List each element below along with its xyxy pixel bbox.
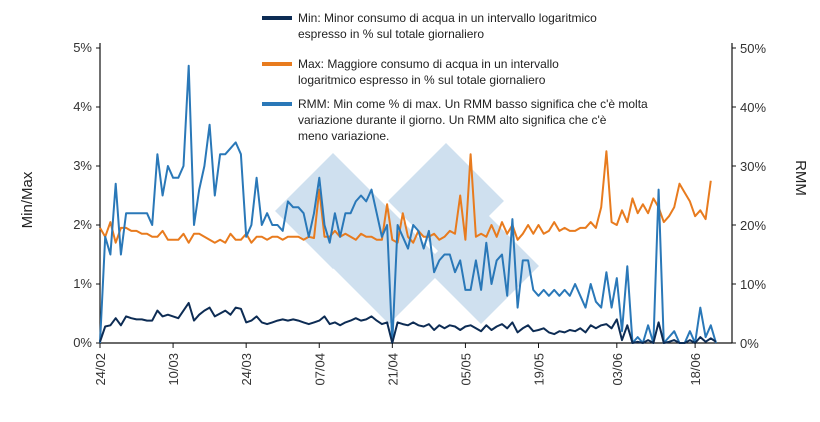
x-tick-label: 05/05	[458, 353, 473, 386]
y-right-tick-label: 50%	[740, 41, 766, 56]
x-tick-label: 19/05	[532, 353, 547, 386]
series-line-min	[99, 301, 717, 344]
series-layer	[99, 64, 717, 344]
y-right-tick-label: 20%	[740, 218, 766, 233]
y-left-tick-label: 2%	[73, 217, 92, 232]
y-left-tick-label: 3%	[73, 158, 92, 173]
y-right-tick-label: 10%	[740, 277, 766, 292]
axes	[99, 43, 733, 344]
x-tick-label: 24/02	[93, 353, 108, 386]
y-left-tick-label: 4%	[73, 99, 92, 114]
y-left-tick-label: 1%	[73, 276, 92, 291]
y-left-tick-label: 0%	[73, 335, 92, 350]
x-tick-label: 10/03	[166, 353, 181, 386]
y-right-tick-label: 0%	[740, 336, 759, 351]
x-tick-label: 03/06	[610, 353, 625, 386]
legend-label-min: Min: Minor consumo di acqua in un interv…	[298, 11, 597, 41]
y-right-tick-label: 40%	[740, 100, 766, 115]
series-line-rmm	[99, 64, 717, 344]
y-right-tick-label: 30%	[740, 159, 766, 174]
legend-label-rmm: RMM: Min come % di max. Un RMM basso sig…	[298, 97, 648, 143]
left-axis-ticks: 0% 1% 2% 3% 4% 5%	[73, 40, 100, 350]
x-tick-label: 07/04	[312, 353, 327, 386]
x-tick-label: 21/04	[385, 353, 400, 386]
y-left-tick-label: 5%	[73, 40, 92, 55]
x-axis-ticks: 24/02 10/03 24/03 07/04 21/04 05/05 19/05 03/06…	[93, 343, 703, 386]
x-tick-label: 24/03	[239, 353, 254, 386]
legend-label-max: Max: Maggiore consumo di acqua in un int…	[298, 57, 559, 87]
series-line-max	[99, 150, 712, 244]
y-axis-left-title: Min/Max	[19, 171, 36, 228]
legend: Min: Minor consumo di acqua in un interv…	[262, 11, 648, 143]
x-tick-label: 18/06	[688, 353, 703, 386]
y-axis-right-title: RMM	[792, 160, 809, 196]
right-axis-ticks: 0% 10% 20% 30% 40% 50%	[732, 41, 766, 351]
